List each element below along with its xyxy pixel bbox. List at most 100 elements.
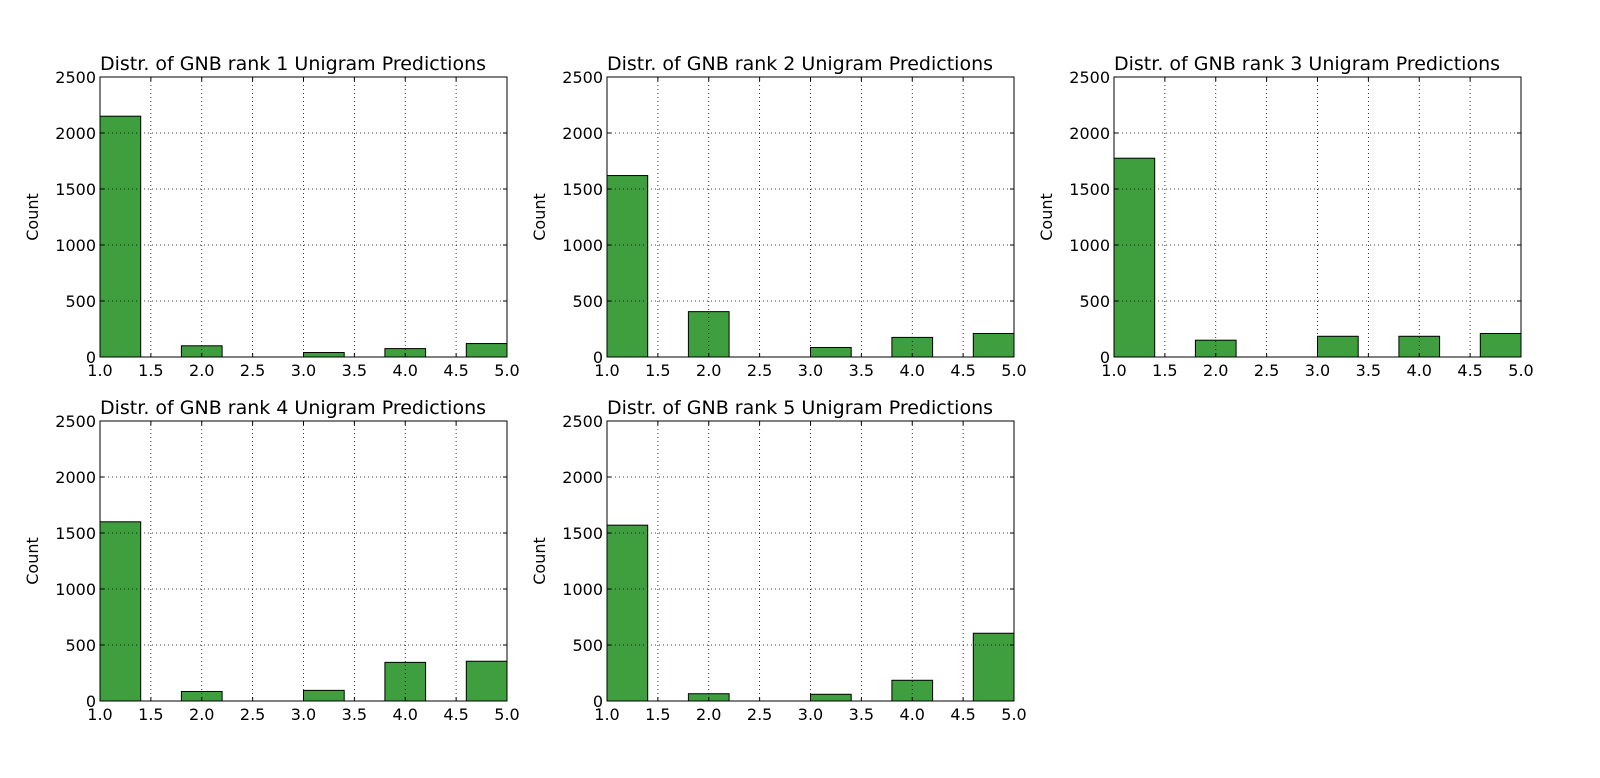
x-tick-label: 3.5 — [342, 705, 367, 724]
x-tick-label: 3.0 — [291, 705, 316, 724]
x-tick-label: 2.0 — [189, 705, 214, 724]
x-tick-label: 4.0 — [393, 361, 418, 380]
bar — [810, 693, 852, 702]
x-tick-label: 4.5 — [950, 361, 975, 380]
y-axis-label: Count — [23, 193, 42, 241]
bar — [687, 311, 730, 358]
x-tick-label: 3.0 — [798, 361, 823, 380]
x-tick-label: 2.5 — [240, 705, 265, 724]
x-tick-label: 2.0 — [696, 705, 721, 724]
y-tick-label: 1000 — [1069, 236, 1110, 255]
bar — [1317, 335, 1359, 358]
x-tick-label: 4.5 — [443, 705, 468, 724]
x-tick-label: 1.5 — [138, 705, 163, 724]
y-tick-label: 0 — [593, 692, 603, 711]
x-tick-label: 5.0 — [1508, 361, 1533, 380]
y-tick-label: 500 — [65, 636, 96, 655]
y-tick-label: 500 — [1079, 292, 1110, 311]
y-tick-label: 2000 — [562, 124, 603, 143]
x-tick-label: 1.5 — [1152, 361, 1177, 380]
x-tick-label: 1.0 — [594, 361, 619, 380]
x-tick-label: 2.0 — [1203, 361, 1228, 380]
x-tick-label: 2.5 — [240, 361, 265, 380]
y-axis-label: Count — [23, 537, 42, 585]
x-tick-label: 3.5 — [849, 361, 874, 380]
x-tick-label: 3.5 — [1356, 361, 1381, 380]
x-tick-label: 4.0 — [900, 705, 925, 724]
y-tick-label: 500 — [572, 292, 603, 311]
y-tick-label: 2000 — [55, 124, 96, 143]
bar — [1479, 332, 1522, 358]
bar — [303, 689, 345, 702]
x-tick-label: 3.5 — [849, 705, 874, 724]
bar — [972, 632, 1015, 702]
x-tick-label: 5.0 — [494, 361, 519, 380]
y-tick-label: 500 — [65, 292, 96, 311]
x-tick-label: 4.0 — [393, 705, 418, 724]
bar — [465, 660, 508, 702]
chart-panel-2: 1.0 1.5 2.0 2.5 3.0 3.5 4.0 4.5 5.0 0 500 1000 1500 2… — [530, 53, 1027, 380]
y-axis-label: Count — [1037, 193, 1056, 241]
y-tick-label: 1000 — [55, 580, 96, 599]
x-tick-label: 4.0 — [1407, 361, 1432, 380]
y-tick-label: 2500 — [1069, 68, 1110, 87]
x-tick-label: 2.0 — [696, 361, 721, 380]
y-tick-label: 0 — [86, 692, 96, 711]
y-tick-label: 1500 — [562, 524, 603, 543]
x-tick-label: 1.5 — [138, 361, 163, 380]
y-tick-label: 500 — [572, 636, 603, 655]
y-tick-label: 2500 — [55, 412, 96, 431]
y-tick-label: 1500 — [1069, 180, 1110, 199]
y-axis-label: Count — [530, 537, 549, 585]
y-tick-label: 1000 — [562, 580, 603, 599]
x-tick-label: 1.0 — [87, 361, 112, 380]
x-tick-label: 1.5 — [645, 361, 670, 380]
x-tick-label: 2.5 — [747, 705, 772, 724]
y-tick-label: 2500 — [55, 68, 96, 87]
x-tick-label: 1.5 — [645, 705, 670, 724]
y-tick-label: 1500 — [562, 180, 603, 199]
bar — [606, 175, 649, 358]
x-tick-label: 4.0 — [900, 361, 925, 380]
y-tick-label: 0 — [86, 348, 96, 367]
x-tick-label: 5.0 — [494, 705, 519, 724]
x-tick-label: 4.5 — [950, 705, 975, 724]
chart-title: Distr. of GNB rank 1 Unigram Predictions — [100, 53, 486, 75]
bar — [99, 115, 142, 358]
chart-title: Distr. of GNB rank 3 Unigram Predictions — [1114, 53, 1500, 75]
bar — [972, 332, 1015, 358]
x-tick-label: 2.5 — [747, 361, 772, 380]
chart-panel-3: 1.0 1.5 2.0 2.5 3.0 3.5 4.0 4.5 5.0 0 500 1000 1500 2… — [1037, 53, 1534, 380]
bar — [99, 521, 142, 702]
y-tick-label: 2500 — [562, 68, 603, 87]
x-tick-label: 3.5 — [342, 361, 367, 380]
x-tick-label: 5.0 — [1001, 705, 1026, 724]
bar — [1113, 157, 1156, 358]
chart-title: Distr. of GNB rank 2 Unigram Predictions — [607, 53, 993, 75]
y-tick-label: 2000 — [562, 468, 603, 487]
chart-panel-5: 1.0 1.5 2.0 2.5 3.0 3.5 4.0 4.5 5.0 0 500 1000 1500 2… — [530, 397, 1027, 724]
x-tick-label: 3.0 — [291, 361, 316, 380]
y-tick-label: 2000 — [55, 468, 96, 487]
x-tick-label: 2.0 — [189, 361, 214, 380]
y-tick-label: 2000 — [1069, 124, 1110, 143]
bar — [465, 343, 508, 358]
y-tick-label: 2500 — [562, 412, 603, 431]
x-tick-label: 2.5 — [1254, 361, 1279, 380]
x-tick-label: 3.0 — [1305, 361, 1330, 380]
y-tick-label: 1000 — [562, 236, 603, 255]
x-tick-label: 4.5 — [443, 361, 468, 380]
y-tick-label: 0 — [593, 348, 603, 367]
x-tick-label: 3.0 — [798, 705, 823, 724]
chart-title: Distr. of GNB rank 5 Unigram Predictions — [607, 397, 993, 419]
y-tick-label: 0 — [1100, 348, 1110, 367]
y-tick-label: 1000 — [55, 236, 96, 255]
chart-panel-1: 1.0 1.5 2.0 2.5 3.0 3.5 4.0 4.5 5.0 0 500 1000 1500 2… — [23, 53, 520, 380]
y-axis-label: Count — [530, 193, 549, 241]
x-tick-label: 1.0 — [1101, 361, 1126, 380]
chart-panel-4: 1.0 1.5 2.0 2.5 3.0 3.5 4.0 4.5 5.0 0 500 1000 1500 2… — [23, 397, 520, 724]
bar — [303, 352, 345, 358]
bar — [606, 524, 649, 702]
x-tick-label: 5.0 — [1001, 361, 1026, 380]
